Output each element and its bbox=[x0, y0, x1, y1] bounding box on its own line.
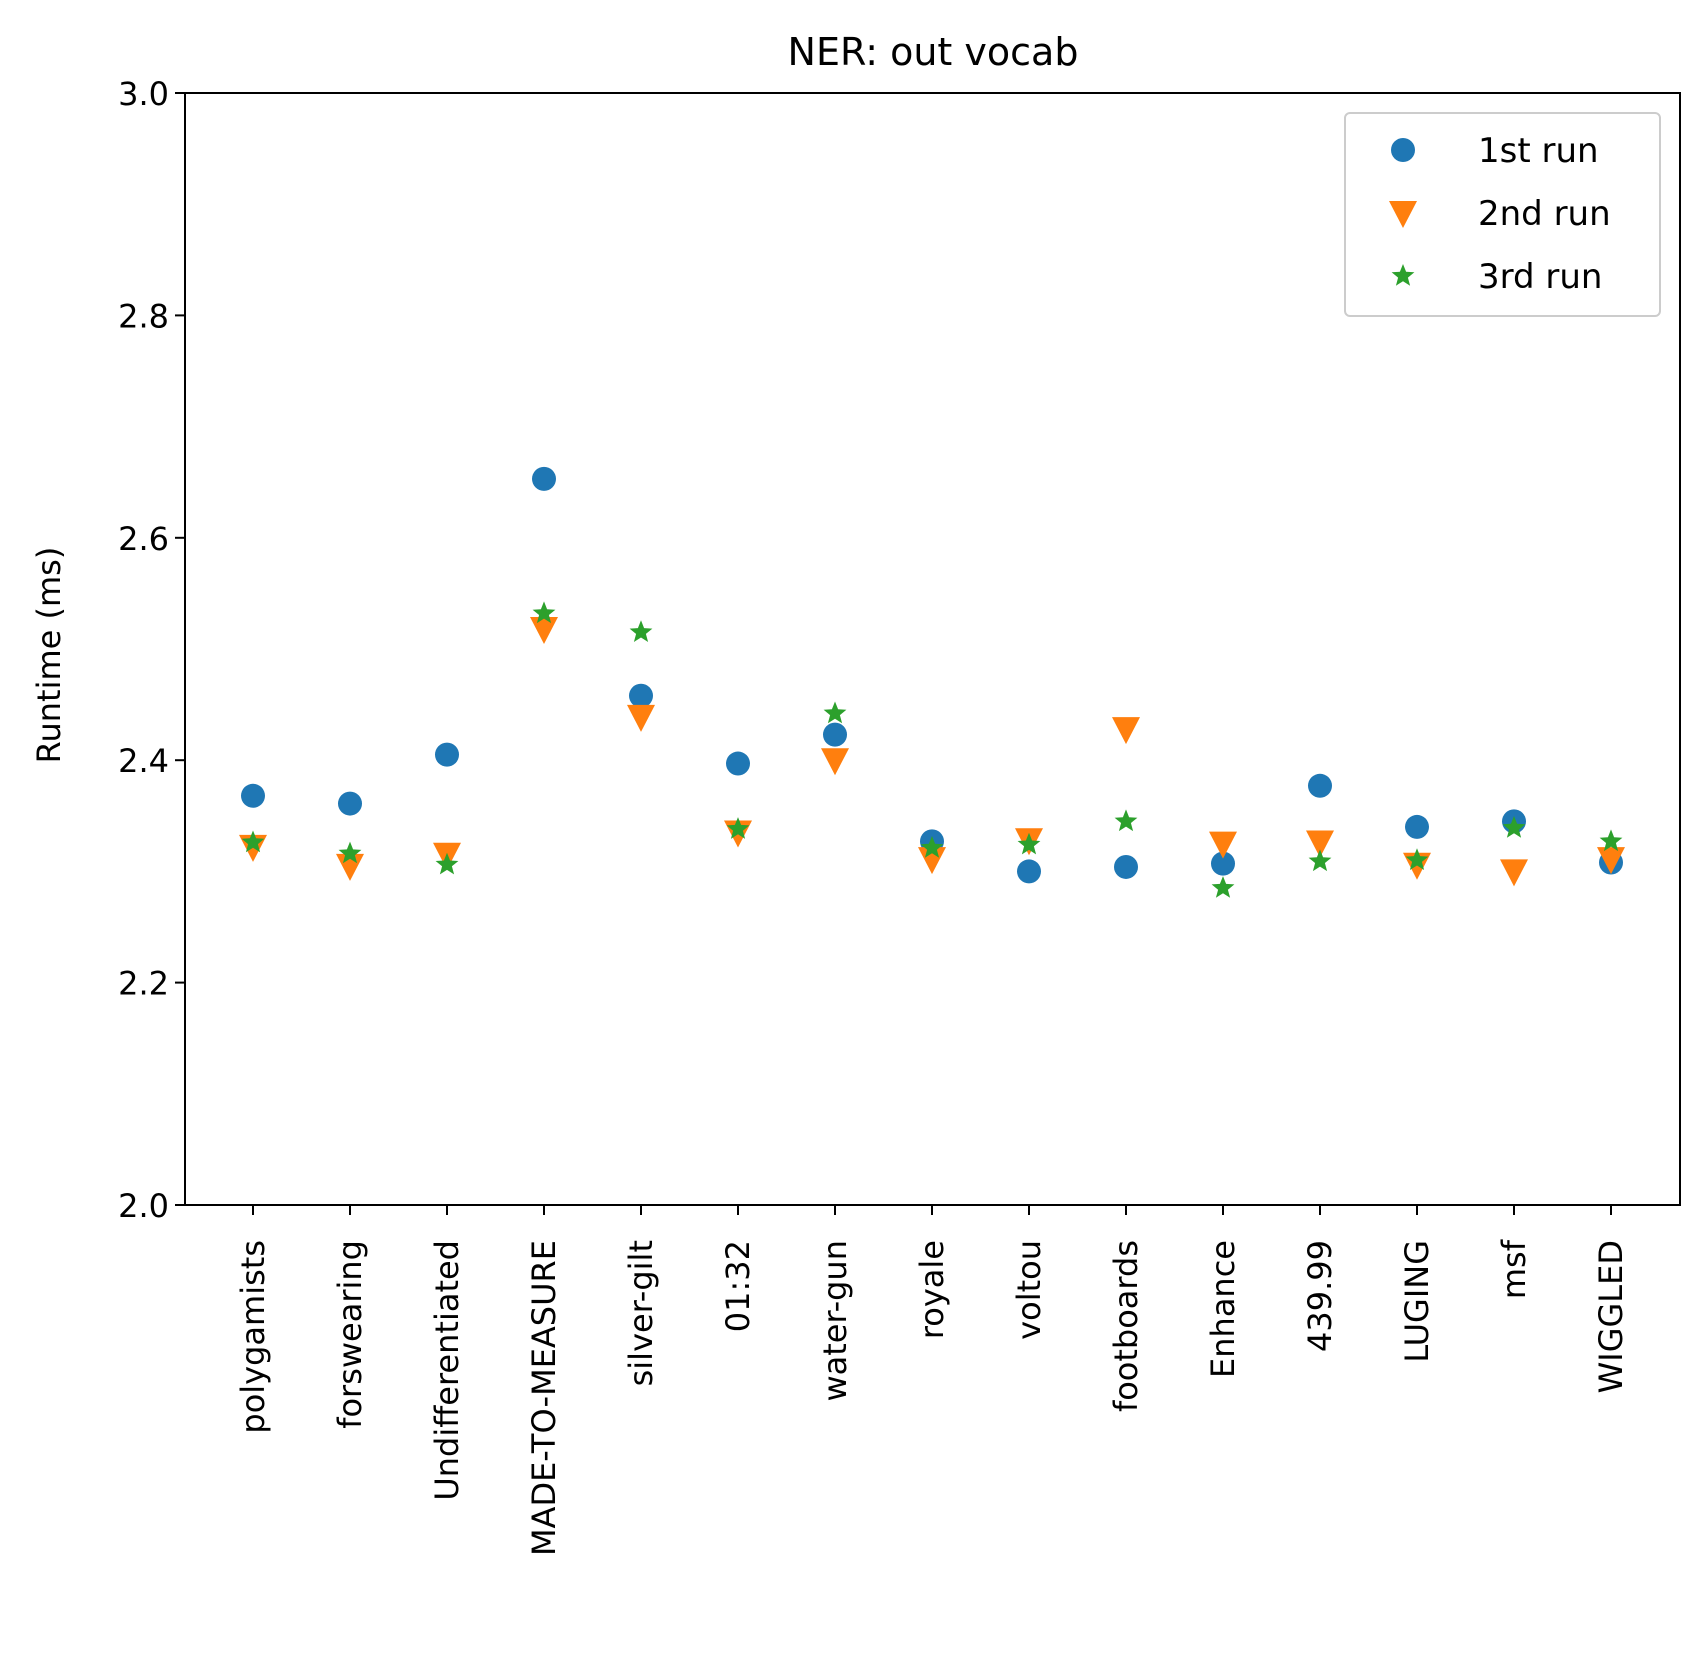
legend-label: 1st run bbox=[1478, 131, 1599, 171]
plot-frame bbox=[184, 92, 1681, 1206]
data-point bbox=[1017, 832, 1041, 855]
data-point bbox=[1500, 859, 1528, 887]
x-tick-label: water-gun bbox=[816, 1240, 854, 1402]
data-point bbox=[1308, 773, 1332, 798]
data-point bbox=[821, 748, 849, 776]
x-tick-label: voltou bbox=[1010, 1240, 1048, 1340]
data-point bbox=[338, 791, 362, 816]
y-axis-ticks: 2.0 2.2 2.4 2.6 2.8 3.0 bbox=[118, 75, 185, 1225]
x-tick-label: 439.99 bbox=[1301, 1240, 1339, 1352]
data-point bbox=[532, 466, 556, 491]
data-point bbox=[1405, 814, 1429, 839]
data-point bbox=[241, 830, 265, 853]
x-tick-label: LUGING bbox=[1398, 1240, 1436, 1363]
data-point bbox=[1502, 816, 1526, 838]
data-point bbox=[823, 701, 847, 724]
data-point bbox=[336, 853, 364, 881]
legend: 1st run 2nd run 3rd run bbox=[1344, 112, 1661, 317]
x-tick-label: silver-gilt bbox=[622, 1240, 660, 1386]
x-tick-label: Undifferentiated bbox=[428, 1240, 466, 1501]
data-point bbox=[435, 742, 459, 767]
y-tick-label: 2.2 bbox=[118, 965, 169, 1003]
x-tick-label: royale bbox=[913, 1240, 951, 1339]
x-axis-ticks: polygamists forswearing Undifferentiated MA… bbox=[234, 1205, 1630, 1556]
data-point bbox=[1308, 849, 1332, 872]
x-tick-label: forswearing bbox=[331, 1240, 369, 1429]
x-tick-label: polygamists bbox=[234, 1240, 272, 1434]
data-point bbox=[1597, 847, 1625, 875]
y-tick-label: 2.0 bbox=[118, 1187, 169, 1225]
legend-marker bbox=[1391, 264, 1415, 286]
data-point bbox=[338, 841, 362, 864]
x-tick-label: msf bbox=[1495, 1239, 1533, 1299]
data-point bbox=[435, 852, 459, 875]
data-point bbox=[1209, 831, 1237, 859]
data-point bbox=[1306, 830, 1334, 858]
legend-marker bbox=[1389, 201, 1417, 228]
data-point bbox=[241, 783, 265, 808]
data-point bbox=[726, 817, 750, 839]
data-point bbox=[1405, 848, 1429, 870]
data-point bbox=[918, 847, 946, 875]
data-points bbox=[239, 466, 1625, 898]
y-tick-label: 2.4 bbox=[118, 742, 169, 780]
data-point bbox=[530, 616, 558, 644]
data-point bbox=[920, 836, 944, 858]
data-point bbox=[1114, 809, 1138, 832]
data-point bbox=[1211, 851, 1235, 876]
y-tick-label: 3.0 bbox=[118, 75, 169, 113]
data-point bbox=[629, 620, 653, 642]
chart-title: NER: out vocab bbox=[788, 30, 1079, 74]
data-point bbox=[1599, 829, 1623, 852]
legend-marker bbox=[1391, 138, 1415, 162]
data-point bbox=[629, 683, 653, 708]
data-point bbox=[1114, 854, 1138, 879]
y-axis-label: Runtime (ms) bbox=[30, 547, 68, 764]
x-tick-label: Enhance bbox=[1204, 1240, 1242, 1378]
series-3 bbox=[241, 601, 1623, 898]
x-tick-label: 01:32 bbox=[719, 1240, 757, 1332]
x-tick-label: WIGGLED bbox=[1592, 1240, 1630, 1393]
data-point bbox=[726, 751, 750, 776]
y-tick-label: 2.8 bbox=[118, 297, 169, 335]
x-tick-label: MADE-TO-MEASURE bbox=[525, 1240, 563, 1556]
legend-box bbox=[1344, 112, 1661, 317]
data-point bbox=[1112, 717, 1140, 745]
legend-label: 3rd run bbox=[1478, 257, 1602, 297]
x-tick-label: footboards bbox=[1107, 1240, 1145, 1412]
data-point bbox=[823, 722, 847, 747]
data-point bbox=[627, 704, 655, 732]
y-tick-label: 2.6 bbox=[118, 520, 169, 558]
legend-label: 2nd run bbox=[1478, 194, 1611, 234]
series-1 bbox=[241, 466, 1623, 884]
data-point bbox=[532, 601, 556, 624]
data-point bbox=[1211, 876, 1235, 898]
data-point bbox=[1017, 859, 1041, 884]
